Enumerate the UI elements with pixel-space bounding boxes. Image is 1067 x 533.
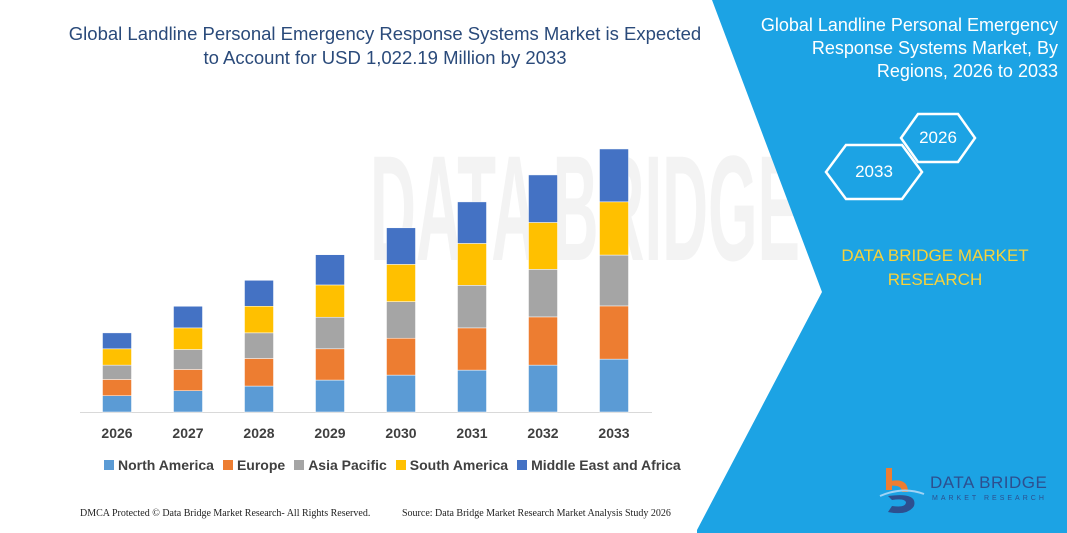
bar-segment-south-america-2030 bbox=[386, 264, 416, 302]
legend-label: Middle East and Africa bbox=[531, 457, 681, 473]
watermark: DATA BRIDGE bbox=[370, 124, 800, 290]
logo-text: DATA BRIDGE bbox=[930, 473, 1048, 492]
x-tick-label: 2026 bbox=[101, 425, 132, 441]
x-tick-label: 2033 bbox=[598, 425, 629, 441]
hexagon-2026 bbox=[899, 112, 977, 164]
data-bridge-logo-icon bbox=[879, 468, 925, 514]
chart-title: Global Landline Personal Emergency Respo… bbox=[68, 23, 702, 68]
bar-segment-middle-east-and-africa-2029 bbox=[315, 254, 345, 286]
bar-segment-middle-east-and-africa-2032 bbox=[528, 174, 558, 223]
x-tick-label: 2030 bbox=[385, 425, 416, 441]
bar-segment-asia-pacific-2030 bbox=[386, 301, 416, 339]
bar-segment-north-america-2028 bbox=[244, 385, 274, 413]
brand-name: DATA BRIDGE MARKET RESEARCH bbox=[841, 246, 1029, 289]
x-tick-label: 2027 bbox=[172, 425, 203, 441]
bar-segment-asia-pacific-2028 bbox=[244, 332, 274, 359]
bar-segment-asia-pacific-2032 bbox=[528, 269, 558, 318]
watermark-text: DATA BRIDGE bbox=[370, 124, 800, 290]
legend-label: South America bbox=[409, 457, 509, 473]
legend-item: North America bbox=[104, 457, 214, 473]
bar-segment-north-america-2030 bbox=[386, 374, 416, 413]
legend-label: North America bbox=[118, 457, 214, 473]
bar-segment-europe-2033 bbox=[599, 305, 629, 360]
bar-segment-middle-east-and-africa-2033 bbox=[599, 148, 629, 203]
logo-subtext: MARKET RESEARCH bbox=[932, 495, 1047, 502]
bar-segment-middle-east-and-africa-2031 bbox=[457, 201, 487, 244]
hex-label-2026: 2026 bbox=[919, 128, 957, 147]
bar-segment-north-america-2029 bbox=[315, 379, 345, 413]
legend-item: Middle East and Africa bbox=[517, 457, 681, 473]
bar-segment-europe-2032 bbox=[528, 316, 558, 366]
legend-label: Europe bbox=[236, 457, 286, 473]
footer-copyright: DMCA Protected © Data Bridge Market Rese… bbox=[80, 508, 371, 519]
bar-segment-asia-pacific-2031 bbox=[457, 285, 487, 329]
legend-item: South America bbox=[395, 457, 509, 473]
x-tick-label: 2028 bbox=[243, 425, 274, 441]
right-panel-title: Global Landline Personal Emergency Respo… bbox=[760, 15, 1058, 81]
bar-segment-europe-2031 bbox=[457, 327, 487, 371]
legend-swatch bbox=[104, 460, 114, 470]
bar-segment-middle-east-and-africa-2028 bbox=[244, 280, 274, 307]
legend-swatch bbox=[395, 460, 406, 470]
bar-segment-north-america-2032 bbox=[528, 364, 558, 413]
hex-label-2033: 2033 bbox=[855, 162, 893, 181]
x-tick-label: 2032 bbox=[527, 425, 558, 441]
bar-segment-europe-2030 bbox=[386, 337, 416, 376]
x-tick-label: 2029 bbox=[314, 425, 345, 441]
hexagon-2033 bbox=[824, 143, 924, 201]
footer-source: Source: Data Bridge Market Research Mark… bbox=[402, 508, 671, 519]
bar-segment-south-america-2033 bbox=[599, 201, 629, 256]
legend: North America Europe Asia Pacific South Ame… bbox=[104, 457, 681, 473]
bar-segment-north-america-2031 bbox=[457, 369, 487, 413]
bar-segment-asia-pacific-2029 bbox=[315, 316, 345, 350]
legend-item: Europe bbox=[222, 457, 286, 473]
stacked-bar-chart: 2026 2027 2028 2029 2030 2031 2032 2033 bbox=[80, 148, 652, 441]
bar-segment-middle-east-and-africa-2027 bbox=[173, 306, 203, 329]
legend-label: Asia Pacific bbox=[308, 457, 387, 473]
legend-swatch bbox=[294, 460, 305, 470]
legend-swatch bbox=[222, 460, 233, 470]
bar-segment-asia-pacific-2033 bbox=[599, 254, 629, 307]
bar-segment-middle-east-and-africa-2026 bbox=[102, 332, 132, 350]
legend-swatch bbox=[517, 460, 528, 470]
legend-item: Asia Pacific bbox=[294, 457, 387, 473]
bar-segment-middle-east-and-africa-2030 bbox=[386, 227, 416, 265]
x-tick-label: 2031 bbox=[456, 425, 487, 441]
bar-segment-south-america-2028 bbox=[244, 306, 274, 334]
bar-segment-europe-2029 bbox=[315, 348, 345, 381]
bar-segment-europe-2028 bbox=[244, 358, 274, 387]
bar-segment-south-america-2029 bbox=[315, 284, 345, 318]
